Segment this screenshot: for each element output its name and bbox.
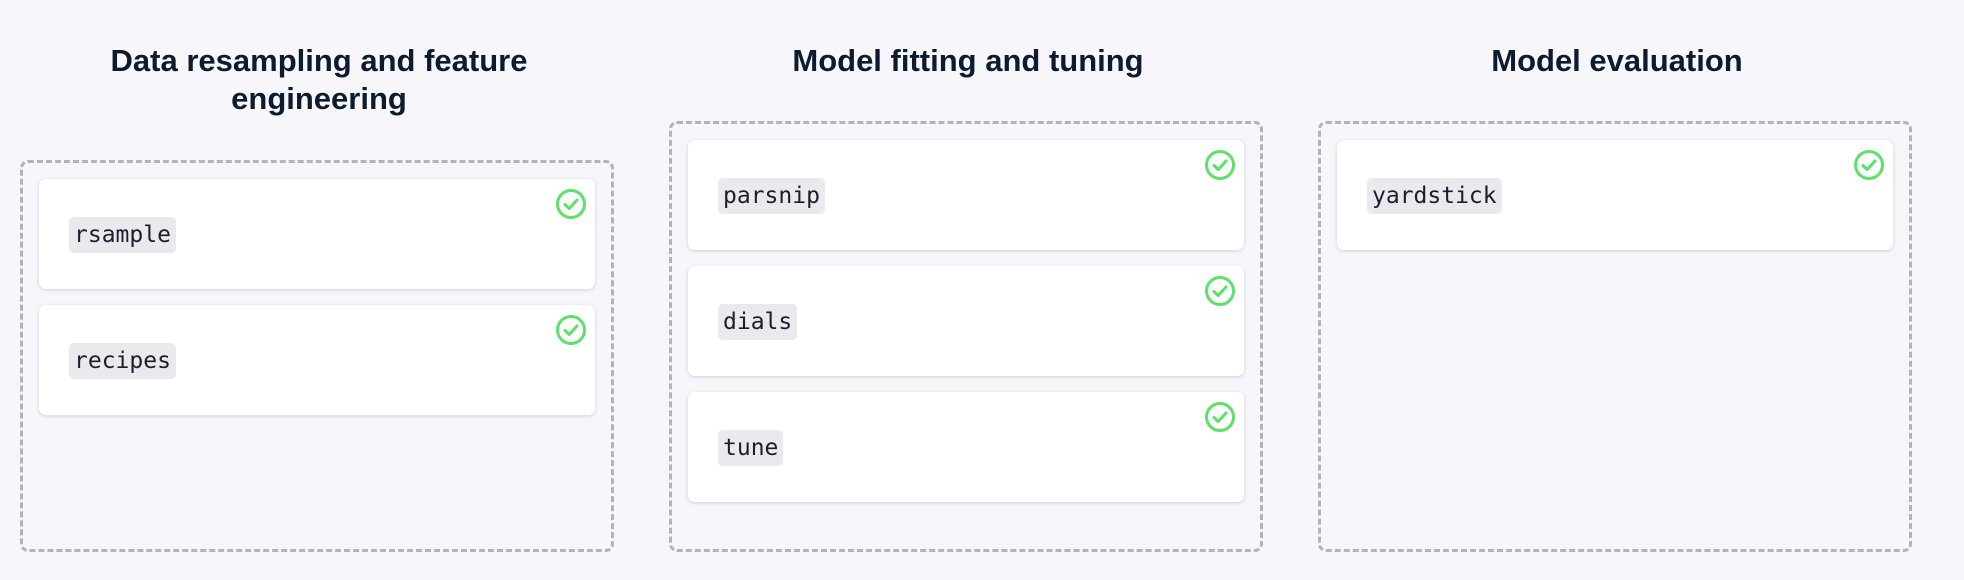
check-circle-icon bbox=[1205, 276, 1235, 306]
check-circle-icon bbox=[1205, 150, 1235, 180]
column-title: Model fitting and tuning bbox=[792, 43, 1144, 78]
card-label: tune bbox=[718, 430, 784, 466]
draggable-card-rsample[interactable]: rsample bbox=[39, 179, 595, 289]
draggable-card-tune[interactable]: tune bbox=[688, 392, 1244, 502]
draggable-card-yardstick[interactable]: yardstick bbox=[1337, 140, 1893, 250]
check-circle-icon bbox=[556, 315, 586, 345]
column-data-resampling: Data resampling and feature engineering … bbox=[20, 0, 618, 580]
column-title: Model evaluation bbox=[1491, 43, 1743, 78]
check-circle-icon bbox=[556, 189, 586, 219]
card-label: parsnip bbox=[718, 178, 825, 214]
check-circle-icon bbox=[1205, 402, 1235, 432]
card-label: yardstick bbox=[1367, 178, 1502, 214]
dropzone[interactable]: parsnip dials tune bbox=[669, 121, 1263, 552]
column-model-evaluation: Model evaluation yardstick bbox=[1318, 0, 1916, 580]
card-label: dials bbox=[718, 304, 798, 340]
card-label: rsample bbox=[69, 217, 176, 253]
dropzone[interactable]: yardstick bbox=[1318, 121, 1912, 552]
card-label: recipes bbox=[69, 343, 176, 379]
column-model-fitting: Model fitting and tuning parsnip dials t… bbox=[669, 0, 1267, 580]
check-circle-icon bbox=[1854, 150, 1884, 180]
draggable-card-dials[interactable]: dials bbox=[688, 266, 1244, 376]
draggable-card-recipes[interactable]: recipes bbox=[39, 305, 595, 415]
draggable-card-parsnip[interactable]: parsnip bbox=[688, 140, 1244, 250]
column-title: Data resampling and feature engineering bbox=[110, 43, 528, 116]
dropzone[interactable]: rsample recipes bbox=[20, 160, 614, 552]
